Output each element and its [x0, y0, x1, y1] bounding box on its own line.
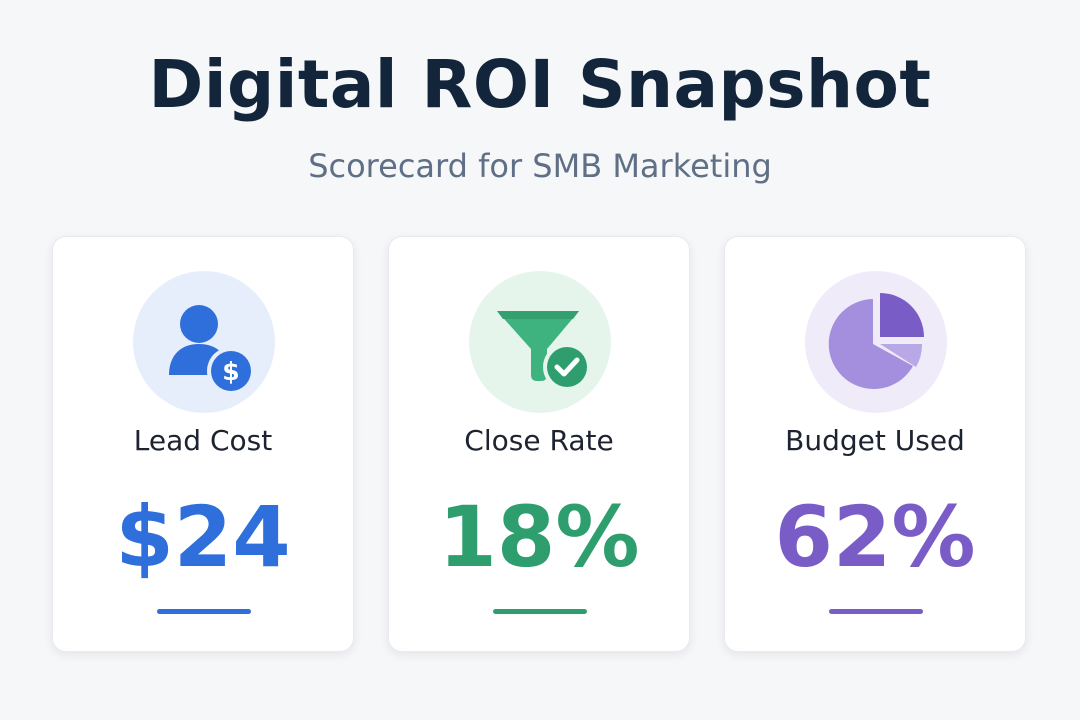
metric-value: $24 — [115, 488, 291, 586]
user-dollar-icon: $ — [133, 271, 275, 413]
accent-bar — [829, 609, 923, 614]
metric-label: Close Rate — [464, 424, 614, 457]
metric-label: Budget Used — [785, 424, 965, 457]
pie-chart-icon-graphic — [828, 293, 924, 389]
accent-bar — [157, 609, 251, 614]
metric-label: Lead Cost — [133, 424, 273, 457]
metric-card-close-rate: Close Rate 18% — [388, 236, 690, 652]
metric-card-budget-used: Budget Used 62% — [724, 236, 1026, 652]
funnel-check-icon — [469, 271, 611, 413]
page-subtitle: Scorecard for SMB Marketing — [308, 147, 772, 185]
svg-text:$: $ — [222, 357, 239, 386]
page-title: Digital ROI Snapshot — [148, 46, 932, 123]
metric-card-lead-cost: $ Lead Cost $24 — [52, 236, 354, 652]
accent-bar — [493, 609, 587, 614]
metric-value: 62% — [774, 488, 976, 586]
funnel-check-icon-graphic — [497, 311, 591, 391]
metric-value: 18% — [438, 488, 640, 586]
pie-chart-icon — [805, 271, 947, 413]
user-dollar-icon-graphic: $ — [169, 305, 255, 395]
